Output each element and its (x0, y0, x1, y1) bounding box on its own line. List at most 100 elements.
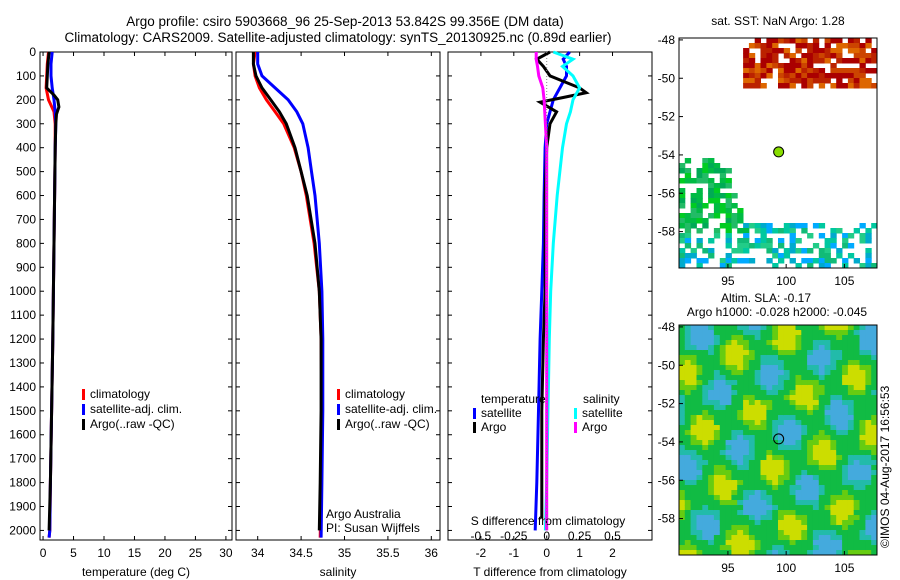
map-cell (719, 223, 727, 229)
map-cell (807, 263, 814, 269)
map-cell (743, 53, 750, 59)
map-cell (871, 330, 878, 336)
map-cell (760, 435, 767, 441)
map-cell (865, 425, 872, 431)
map-cell (731, 475, 738, 481)
map-cell (702, 178, 709, 184)
map-cell (801, 380, 808, 386)
map-cell (713, 213, 721, 219)
map-cell (708, 515, 715, 521)
map-cell (702, 450, 709, 456)
map-cell (789, 345, 796, 351)
map-cell (801, 445, 808, 451)
map-cell (783, 253, 791, 259)
map-cell (772, 460, 779, 466)
map-cell (754, 375, 761, 381)
map-cell (708, 335, 715, 341)
map-cell (731, 400, 738, 406)
map-cell (853, 330, 860, 336)
map-cell (783, 223, 791, 229)
map-cell (702, 258, 709, 264)
map-cell (719, 550, 727, 556)
map-cell (807, 465, 814, 471)
map-cell (836, 515, 843, 521)
map-cell (708, 163, 715, 169)
map-cell (719, 405, 727, 411)
map-cell (853, 38, 860, 44)
map-cell (842, 425, 849, 431)
map-cell (708, 375, 715, 381)
map-cell (696, 490, 703, 496)
map-cell (818, 400, 826, 406)
map-cell (818, 345, 826, 351)
map-cell (783, 545, 791, 551)
map-cell (801, 365, 808, 371)
map-cell (696, 475, 703, 481)
map-cell (766, 480, 773, 486)
map-cell (812, 385, 820, 391)
map-cell (679, 263, 686, 269)
map-cell (830, 450, 837, 456)
map-cell (853, 73, 860, 79)
map-cell (731, 535, 738, 541)
map-cell (719, 425, 727, 431)
map-cell (696, 228, 703, 234)
map-cell (713, 520, 721, 526)
map-cell (871, 450, 878, 456)
map-cell (789, 228, 796, 234)
map-cell (731, 218, 738, 224)
map-cell (789, 525, 796, 531)
y-tick-label: 1400 (9, 380, 36, 394)
map-cell (737, 425, 744, 431)
map-cell (818, 68, 826, 74)
map-cell (830, 243, 837, 249)
map-cell (801, 355, 808, 361)
map-cell (871, 515, 878, 521)
map-cell (772, 335, 779, 341)
map-cell (754, 390, 761, 396)
map-cell (760, 520, 767, 526)
map-cell (719, 540, 727, 546)
map-cell (725, 395, 732, 401)
map-cell (731, 510, 738, 516)
map-cell (760, 535, 767, 541)
map-cell (737, 243, 744, 249)
map-cell (702, 510, 709, 516)
map-cell (766, 450, 773, 456)
map-cell (684, 228, 692, 234)
map-cell (859, 455, 866, 461)
map-cell (772, 430, 779, 436)
map-cell (853, 380, 860, 386)
map-cell (836, 370, 843, 376)
map-cell (824, 365, 831, 371)
map-cell (801, 535, 808, 541)
map-cell (824, 248, 831, 254)
salinity-panel: 34 34.5 35 35.5 36salinityclimatologysatelli… (235, 51, 441, 579)
map-cell (778, 430, 785, 436)
map-cell (783, 325, 791, 331)
y-tick-label: 1900 (9, 500, 36, 514)
map-cell (725, 243, 732, 249)
map-cell (836, 83, 843, 89)
map-cell (684, 495, 692, 501)
map-cell (795, 350, 802, 356)
map-cell (719, 445, 727, 451)
map-cell (772, 400, 779, 406)
map-cell (766, 495, 773, 501)
map-cell (679, 485, 686, 491)
map-cell (812, 405, 820, 411)
map-cell (754, 335, 761, 341)
map-cell (760, 455, 767, 461)
map-cell (853, 228, 860, 234)
map-cell (760, 480, 767, 486)
map-cell (748, 390, 756, 396)
map-cell (859, 375, 866, 381)
map-cell (760, 390, 767, 396)
map-cell (719, 395, 727, 401)
map-cell (859, 490, 866, 496)
map-cell (830, 360, 837, 366)
map-cell (807, 370, 814, 376)
map-cell (865, 355, 872, 361)
map-cell (789, 480, 796, 486)
